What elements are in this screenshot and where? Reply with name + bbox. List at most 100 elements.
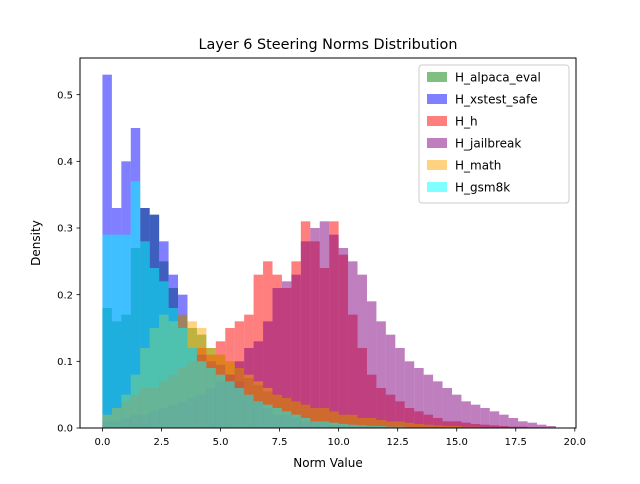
x-tick-label: 12.5 — [387, 437, 409, 448]
histogram-bar — [291, 414, 301, 428]
histogram-bar — [518, 421, 528, 428]
histogram-bar — [329, 234, 339, 428]
y-tick-label: 0.4 — [57, 157, 73, 168]
legend-swatch — [427, 116, 447, 126]
y-tick-label: 0.0 — [57, 424, 73, 435]
legend-label: H_h — [455, 115, 478, 129]
histogram-bar — [480, 408, 490, 428]
histogram-bar — [348, 414, 358, 428]
histogram-bar — [546, 426, 556, 428]
series-H_gsm8k — [102, 181, 424, 428]
histogram-bar — [130, 181, 141, 428]
legend-label: H_jailbreak — [455, 137, 521, 151]
histogram-bar — [300, 241, 311, 428]
histogram-bar — [300, 418, 311, 428]
histogram-bar — [281, 281, 292, 428]
histogram-bar — [433, 425, 443, 428]
histogram-bar — [338, 424, 349, 428]
histogram-bar — [376, 321, 386, 428]
histogram-bar — [470, 404, 481, 428]
histogram-bar — [291, 274, 301, 428]
histogram-bar — [310, 228, 320, 428]
histogram-bar — [348, 261, 358, 428]
plot-area — [102, 74, 556, 429]
legend-swatch — [427, 138, 447, 148]
y-tick-label: 0.1 — [57, 357, 73, 368]
legend-label: H_math — [455, 159, 501, 173]
histogram-bar — [291, 401, 301, 428]
x-tick-label: 17.5 — [505, 437, 527, 448]
histogram-bar — [452, 394, 462, 428]
histogram-bar — [357, 418, 367, 428]
histogram-bar — [357, 274, 367, 428]
histogram-bar — [234, 388, 245, 428]
histogram-bar — [489, 411, 500, 428]
histogram-bar — [423, 374, 434, 428]
histogram-bar — [395, 348, 405, 428]
histogram-bar — [329, 411, 339, 428]
x-tick-label: 7.5 — [272, 437, 288, 448]
y-tick-label: 0.5 — [57, 90, 73, 101]
histogram-bar — [263, 321, 273, 428]
histogram-bar — [159, 281, 169, 428]
legend-label: H_alpaca_eval — [455, 71, 541, 85]
histogram-bar — [244, 394, 254, 428]
y-tick-label: 0.3 — [57, 224, 73, 235]
y-axis: 0.0 0.1 0.2 0.3 0.4 0.5 — [57, 90, 80, 435]
histogram-bar — [433, 381, 443, 428]
histogram-bar — [215, 374, 226, 428]
histogram-bar — [395, 421, 405, 428]
histogram-bar — [319, 421, 330, 428]
x-axis: 0.0 2.5 5.0 7.5 10.0 12.5 15.0 17.5 20.0 — [94, 428, 586, 448]
histogram-bar — [140, 241, 150, 428]
histogram-bar — [385, 421, 396, 428]
histogram-bar — [376, 420, 386, 428]
y-tick-label: 0.2 — [57, 290, 73, 301]
histogram-bar — [366, 426, 377, 428]
histogram-bar — [102, 234, 112, 428]
x-tick-label: 5.0 — [213, 437, 229, 448]
histogram-bar — [348, 424, 358, 428]
x-tick-label: 15.0 — [446, 437, 468, 448]
histogram-bar — [319, 408, 330, 428]
histogram-bar — [366, 301, 377, 428]
histogram-bar — [187, 348, 197, 428]
histogram-bar — [499, 414, 509, 428]
chart-title: Layer 6 Steering Norms Distribution — [199, 37, 458, 53]
histogram-bar — [461, 426, 471, 428]
histogram-bar — [300, 404, 311, 428]
x-tick-label: 0.0 — [94, 437, 110, 448]
histogram-bar — [423, 424, 434, 428]
histogram-bar — [272, 408, 282, 428]
histogram-bar — [319, 221, 330, 428]
legend-label: H_xstest_safe — [455, 93, 538, 107]
histogram-bar — [338, 248, 349, 428]
histogram-bar — [357, 425, 367, 428]
legend-label: H_gsm8k — [455, 181, 510, 195]
histogram-bar — [385, 426, 396, 428]
histogram-bar — [225, 381, 235, 428]
histogram-bar — [310, 421, 320, 428]
histogram-bar — [206, 368, 216, 428]
legend-swatch — [427, 182, 447, 192]
histogram-bar — [263, 404, 273, 428]
x-tick-label: 10.0 — [327, 437, 349, 448]
histogram-bar — [414, 424, 424, 428]
histogram-bar — [310, 408, 320, 428]
histogram-bar — [404, 422, 415, 428]
histogram-bar — [366, 418, 377, 428]
legend-swatch — [427, 160, 447, 170]
histogram-bar — [178, 328, 188, 428]
histogram-bar — [527, 422, 538, 428]
histogram-bar — [196, 361, 207, 428]
histogram-bar — [537, 424, 547, 428]
histogram-bar — [385, 334, 396, 428]
histogram-bar — [329, 422, 339, 428]
histogram-bar — [414, 368, 424, 428]
legend-swatch — [427, 72, 447, 82]
histogram-bar — [281, 411, 292, 428]
histogram-bar — [111, 234, 122, 428]
histogram-bar — [168, 308, 179, 428]
